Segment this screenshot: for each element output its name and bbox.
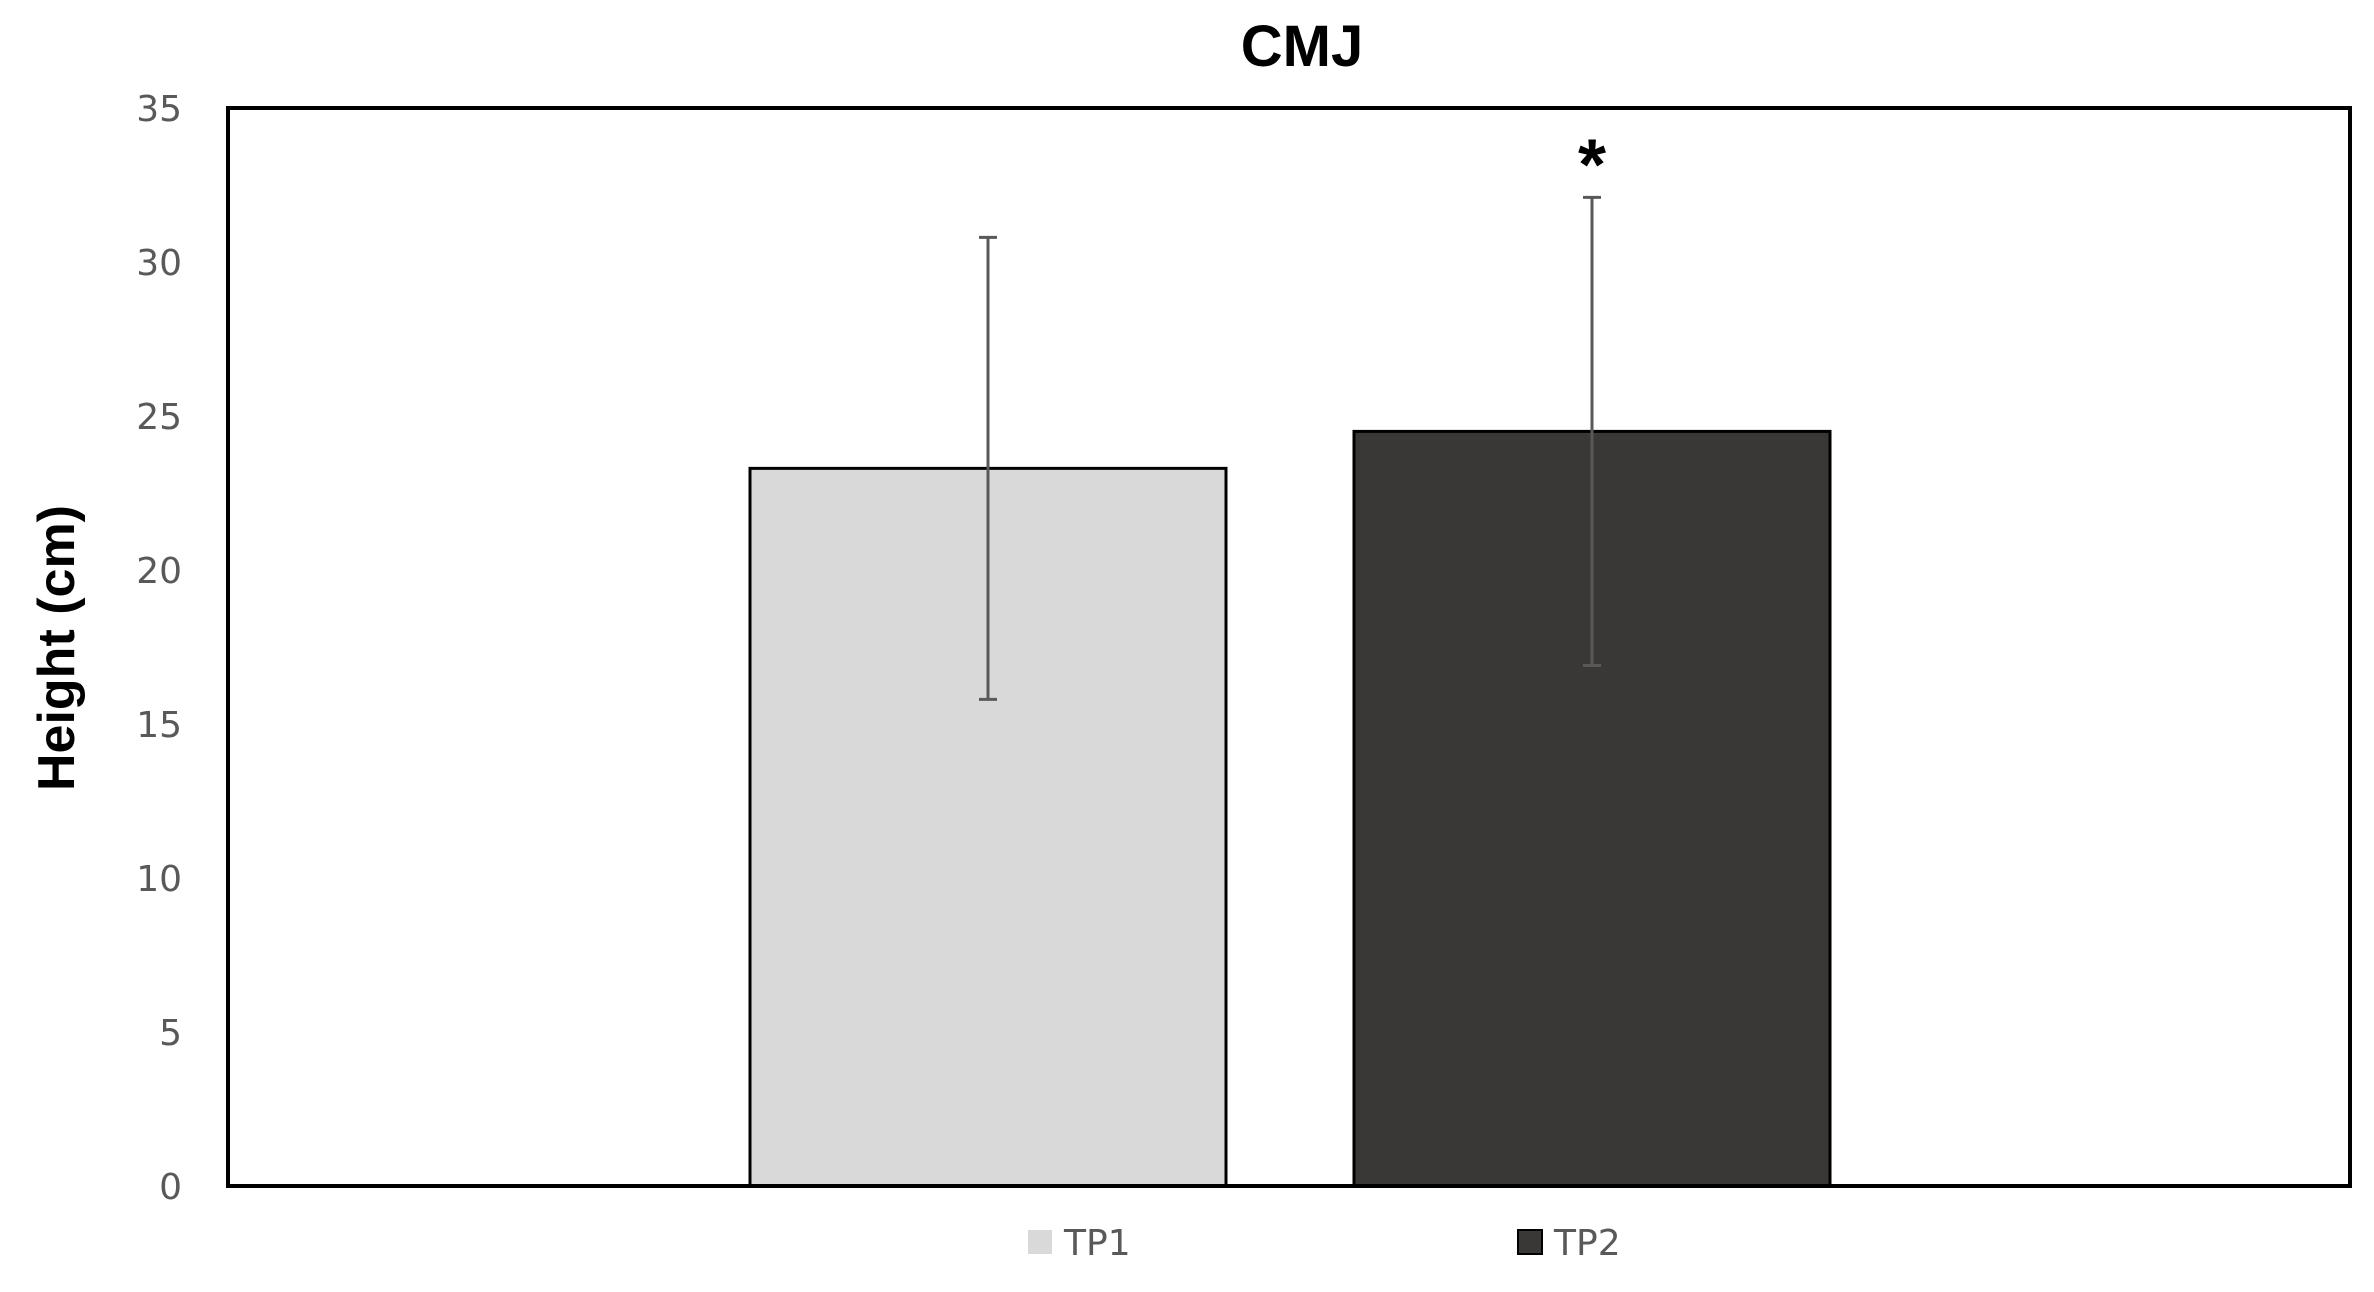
y-tick-label: 35 bbox=[136, 89, 182, 130]
y-tick-label: 5 bbox=[159, 1013, 182, 1054]
legend-swatch-tp1 bbox=[1028, 1230, 1052, 1254]
error-bar-tp2 bbox=[1583, 195, 1601, 667]
legend-label-tp1: TP1 bbox=[1063, 1223, 1131, 1264]
legend-label-tp2: TP2 bbox=[1553, 1223, 1621, 1264]
bars bbox=[748, 429, 1832, 1188]
chart-title: CMJ bbox=[1241, 14, 1363, 79]
legend-swatch-tp2 bbox=[1517, 1229, 1543, 1255]
y-tick-label: 10 bbox=[136, 859, 182, 900]
y-axis-ticks: 0 5 10 15 20 25 30 35 bbox=[136, 89, 182, 1208]
y-axis-label: Height (cm) bbox=[28, 505, 86, 791]
y-tick-label: 25 bbox=[136, 397, 182, 438]
annotations: * bbox=[1578, 125, 1606, 205]
plot-frame bbox=[226, 106, 2352, 1188]
significance-annotation: * bbox=[1578, 125, 1606, 205]
error-bars bbox=[979, 195, 1601, 701]
y-tick-label: 15 bbox=[136, 705, 182, 746]
error-bar-tp1 bbox=[979, 235, 997, 701]
y-tick-label: 20 bbox=[136, 551, 182, 592]
legend: TP1 TP2 bbox=[1028, 1223, 1621, 1264]
y-tick-label: 30 bbox=[136, 243, 182, 284]
y-tick-label: 0 bbox=[159, 1167, 182, 1208]
